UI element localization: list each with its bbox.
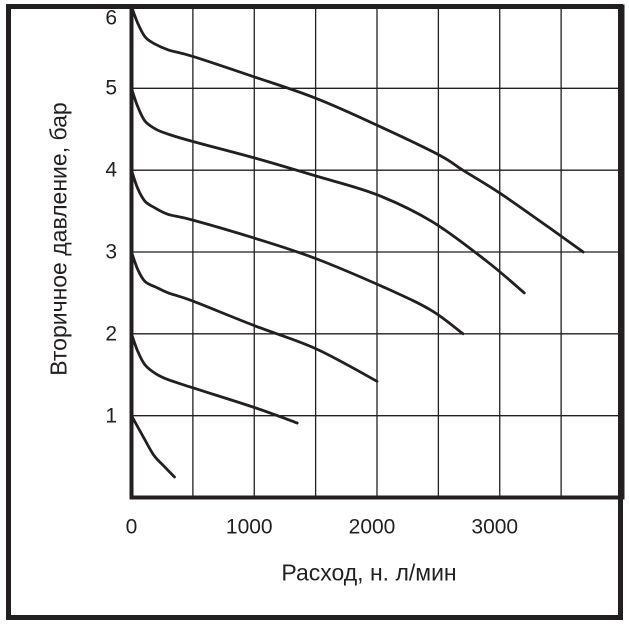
y-tick-label-6: 6 bbox=[105, 6, 117, 30]
x-tick-label-1000: 1000 bbox=[225, 515, 273, 539]
curve-6-bar bbox=[130, 5, 585, 254]
curve-5-bar bbox=[130, 86, 526, 295]
x-tick-label-2000: 2000 bbox=[348, 515, 396, 539]
x-axis-title: Расход, н. л/мин bbox=[281, 559, 457, 586]
y-tick-label-4: 4 bbox=[105, 158, 117, 182]
y-tick-label-5: 5 bbox=[105, 76, 117, 100]
curve-3-bar bbox=[130, 250, 379, 383]
x-tick-label-3000: 3000 bbox=[471, 515, 519, 539]
y-tick-label-2: 2 bbox=[105, 322, 117, 346]
y-tick-label-1: 1 bbox=[105, 404, 117, 428]
x-tick-label-0: 0 bbox=[125, 515, 138, 539]
curve-1-bar bbox=[130, 414, 176, 479]
curve-2-bar bbox=[130, 332, 299, 425]
y-tick-label-3: 3 bbox=[105, 240, 117, 264]
y-axis-title: Вторичное давление, бар bbox=[45, 102, 72, 376]
curve-4-bar bbox=[130, 168, 465, 336]
